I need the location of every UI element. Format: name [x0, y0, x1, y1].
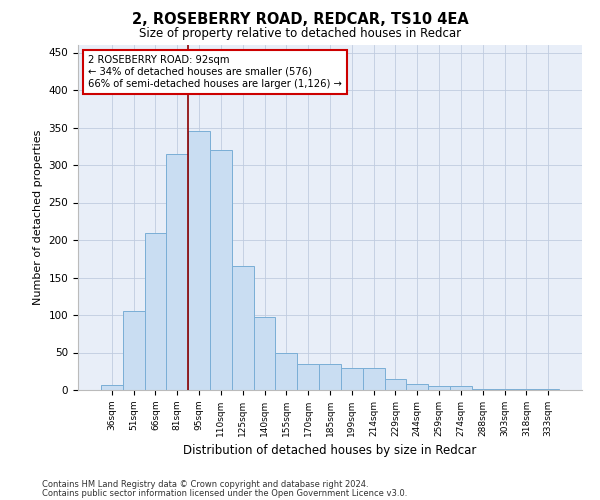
X-axis label: Distribution of detached houses by size in Redcar: Distribution of detached houses by size … — [184, 444, 476, 458]
Text: Size of property relative to detached houses in Redcar: Size of property relative to detached ho… — [139, 28, 461, 40]
Bar — [319, 364, 341, 390]
Bar — [101, 385, 123, 390]
Bar — [123, 311, 145, 390]
Bar — [537, 389, 559, 390]
Text: Contains HM Land Registry data © Crown copyright and database right 2024.: Contains HM Land Registry data © Crown c… — [42, 480, 368, 489]
Bar — [275, 352, 297, 390]
Text: 2, ROSEBERRY ROAD, REDCAR, TS10 4EA: 2, ROSEBERRY ROAD, REDCAR, TS10 4EA — [131, 12, 469, 28]
Bar — [232, 266, 254, 390]
Text: 2 ROSEBERRY ROAD: 92sqm
← 34% of detached houses are smaller (576)
66% of semi-d: 2 ROSEBERRY ROAD: 92sqm ← 34% of detache… — [88, 56, 342, 88]
Bar — [166, 154, 188, 390]
Bar — [210, 150, 232, 390]
Bar — [406, 384, 428, 390]
Y-axis label: Number of detached properties: Number of detached properties — [33, 130, 43, 305]
Bar — [254, 316, 275, 390]
Bar — [145, 232, 166, 390]
Bar — [450, 386, 472, 390]
Bar — [363, 368, 385, 390]
Bar — [515, 389, 537, 390]
Bar — [494, 389, 515, 390]
Text: Contains public sector information licensed under the Open Government Licence v3: Contains public sector information licen… — [42, 489, 407, 498]
Bar — [297, 364, 319, 390]
Bar — [188, 131, 210, 390]
Bar — [428, 386, 450, 390]
Bar — [385, 379, 406, 390]
Bar — [341, 368, 363, 390]
Bar — [472, 388, 494, 390]
